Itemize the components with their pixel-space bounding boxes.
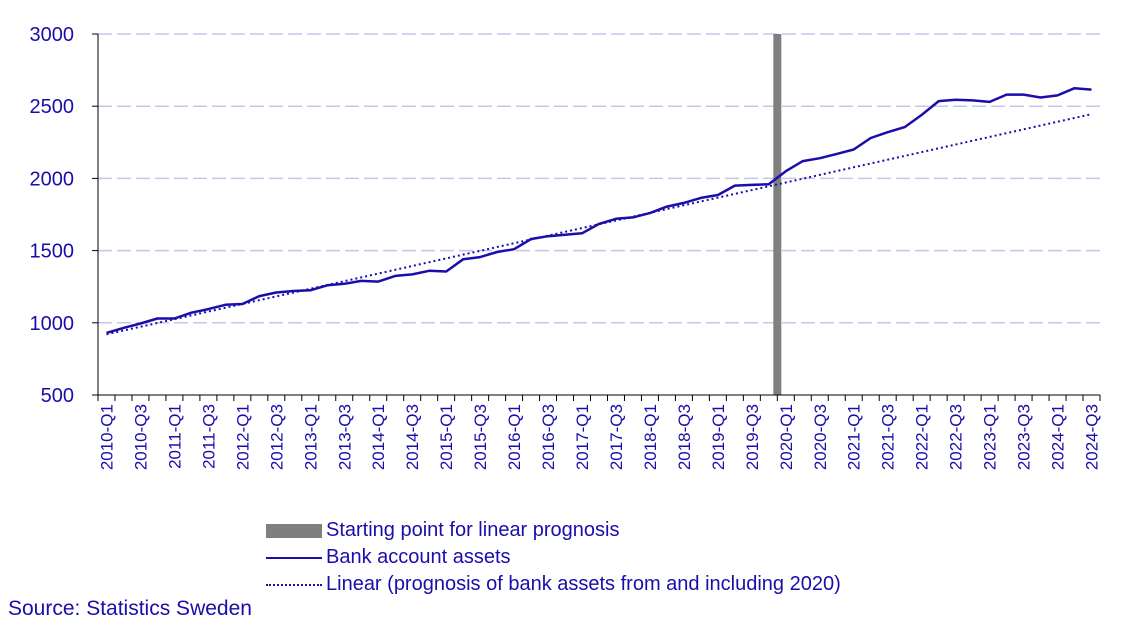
x-tick-label: 2024-Q3	[1083, 404, 1102, 470]
bank-account-assets-line	[106, 86, 1092, 335]
x-tick-label: 2018-Q1	[641, 404, 660, 470]
x-tick-label: 2016-Q3	[539, 404, 558, 470]
x-tick-label: 2019-Q3	[743, 404, 762, 470]
prognosis-start-bar	[773, 34, 782, 395]
gridlines	[98, 33, 1100, 324]
legend: Starting point for linear prognosis Bank…	[266, 517, 841, 598]
linear-prognosis-line	[106, 113, 1092, 336]
legend-dotted-swatch	[266, 578, 322, 592]
x-tick-label: 2016-Q1	[505, 404, 524, 470]
x-tick-label: 2020-Q3	[811, 404, 830, 470]
x-tick-label: 2013-Q3	[335, 404, 354, 470]
y-axis-ticks: 500 1000 1500 2000 2500 3000	[30, 24, 75, 407]
legend-label-marker: Starting point for linear prognosis	[326, 519, 620, 541]
legend-label-bank-assets: Bank account assets	[326, 546, 511, 568]
x-tick-label: 2018-Q3	[675, 404, 694, 470]
x-tick-label: 2011-Q1	[165, 404, 184, 469]
x-tick-label: 2017-Q1	[573, 404, 592, 470]
legend-label-linear: Linear (prognosis of bank assets from an…	[326, 573, 841, 595]
x-tick-label: 2021-Q3	[879, 404, 898, 470]
y-tick-label: 2000	[30, 168, 75, 190]
x-tick-label: 2024-Q1	[1049, 404, 1068, 470]
x-tick-label: 2012-Q3	[267, 404, 286, 470]
x-tick-label: 2011-Q3	[199, 404, 218, 469]
x-tick-label: 2021-Q1	[845, 404, 864, 470]
y-tick-label: 500	[41, 385, 74, 407]
x-tick-label: 2020-Q1	[777, 404, 796, 470]
legend-item-marker: Starting point for linear prognosis	[266, 517, 841, 544]
x-axis-ticks: 2010-Q1 2010-Q3 2011-Q1 2011-Q3 2012-Q1 2012-…	[97, 404, 1101, 470]
x-tick-label: 2014-Q3	[403, 404, 422, 470]
legend-item-linear: Linear (prognosis of bank assets from an…	[266, 571, 841, 598]
x-tick-label: 2014-Q1	[369, 404, 388, 470]
source-note: Source: Statistics Sweden	[8, 597, 252, 620]
x-tick-label: 2013-Q1	[301, 404, 320, 470]
x-tick-label: 2022-Q3	[947, 404, 966, 470]
x-tick-label: 2015-Q3	[471, 404, 490, 470]
y-tick-label: 1000	[30, 313, 75, 335]
series-lines	[106, 86, 1092, 336]
axes	[92, 33, 1101, 401]
x-tick-label: 2010-Q3	[131, 404, 150, 470]
prognosis-start-marker	[773, 34, 782, 395]
x-tick-label: 2023-Q3	[1015, 404, 1034, 470]
x-tick-label: 2022-Q1	[913, 404, 932, 470]
legend-bar-swatch	[266, 523, 322, 538]
x-tick-label: 2015-Q1	[437, 404, 456, 470]
y-tick-label: 1500	[30, 241, 75, 263]
x-tick-label: 2023-Q1	[981, 404, 1000, 470]
x-tick-label: 2012-Q1	[233, 404, 252, 470]
x-tick-label: 2010-Q1	[97, 404, 116, 470]
x-tick-label: 2017-Q3	[607, 404, 626, 470]
legend-line-swatch	[266, 551, 322, 565]
y-tick-label: 2500	[30, 96, 75, 118]
x-tick-label: 2019-Q1	[709, 404, 728, 470]
y-tick-label: 3000	[30, 24, 75, 46]
legend-item-bank-assets: Bank account assets	[266, 544, 841, 571]
